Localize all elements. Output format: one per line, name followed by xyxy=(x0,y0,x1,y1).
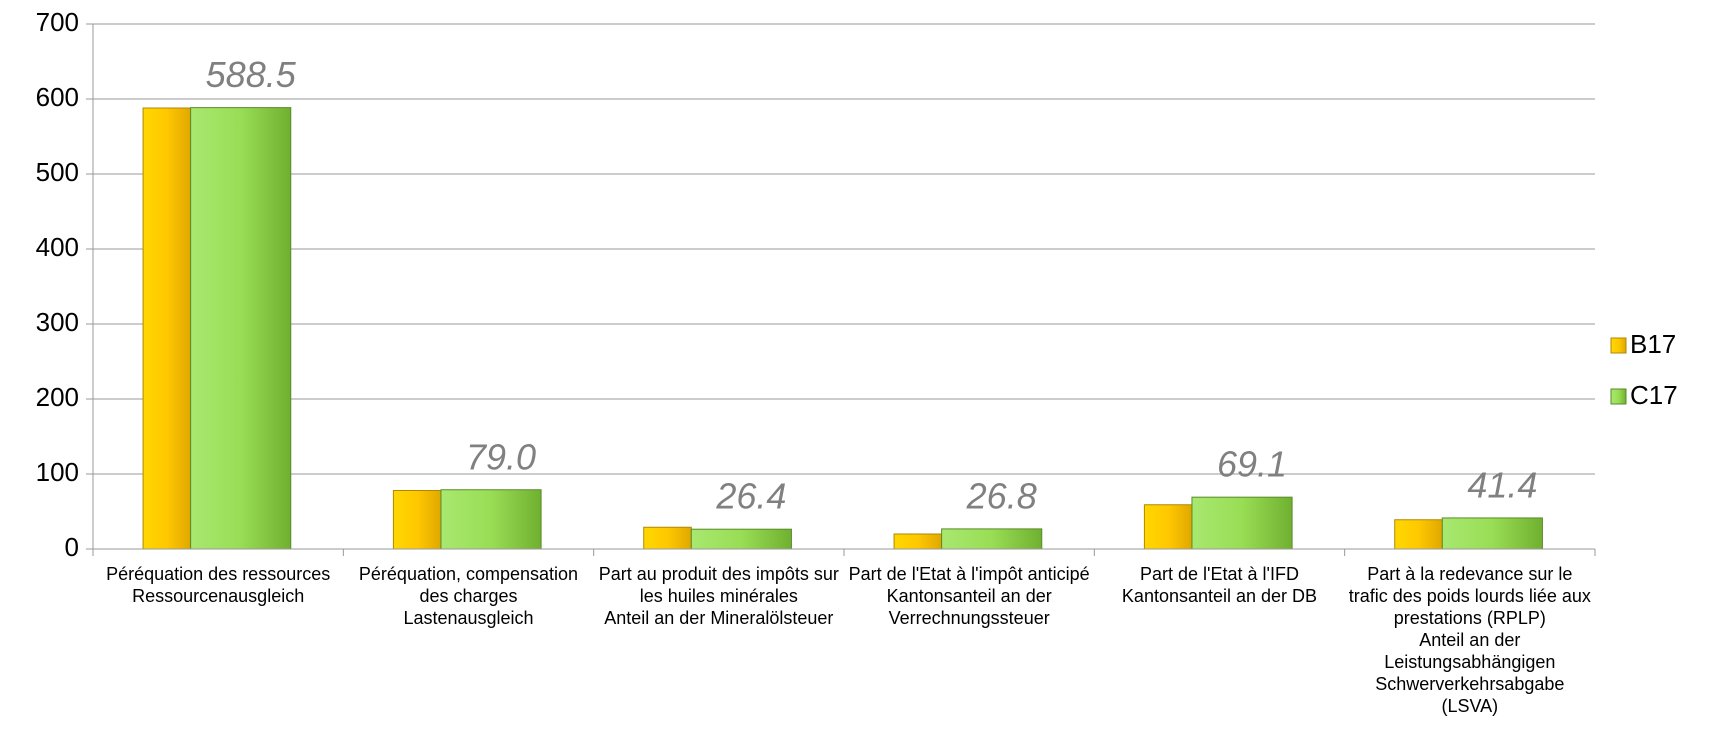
legend-swatch xyxy=(1610,337,1627,354)
bar xyxy=(1441,517,1543,550)
data-label: 41.4 xyxy=(1467,464,1537,505)
y-tick-label: 0 xyxy=(65,532,79,562)
legend-label: B17 xyxy=(1630,329,1676,359)
bar xyxy=(643,526,692,550)
bar xyxy=(440,489,542,550)
data-label: 26.4 xyxy=(715,476,786,517)
y-tick-label: 500 xyxy=(36,157,79,187)
y-tick-label: 600 xyxy=(36,82,79,112)
data-label: 26.8 xyxy=(966,475,1037,516)
bar xyxy=(142,107,192,550)
data-label: 69.1 xyxy=(1217,444,1287,485)
x-tick-label: Part de l'Etat à l'IFD Kantonsanteil an … xyxy=(1121,564,1318,606)
x-tick-label: Péréquation, compensation des charges La… xyxy=(358,564,579,628)
bar xyxy=(1143,504,1193,550)
x-tick-label: Part à la redevance sur le trafic des po… xyxy=(1348,564,1591,716)
data-label: 588.5 xyxy=(206,54,297,95)
bar xyxy=(1191,496,1293,550)
bar xyxy=(690,528,792,550)
y-tick-label: 400 xyxy=(36,232,79,262)
data-label: 79.0 xyxy=(466,436,536,477)
y-tick-label: 200 xyxy=(36,382,79,412)
bar xyxy=(941,528,1043,550)
x-tick-label: Part au produit des impôts sur les huile… xyxy=(598,564,839,628)
bar xyxy=(190,107,292,550)
bar xyxy=(893,533,943,550)
legend-swatch xyxy=(1610,388,1627,405)
y-tick-label: 300 xyxy=(36,307,79,337)
bar xyxy=(392,490,442,550)
bar xyxy=(1394,519,1443,550)
x-tick-label: Péréquation des ressources Ressourcenaus… xyxy=(106,564,331,606)
legend-label: C17 xyxy=(1630,380,1678,410)
x-tick-label: Part de l'Etat à l'impôt anticipé Kanton… xyxy=(848,564,1090,628)
y-tick-label: 700 xyxy=(36,7,79,37)
y-tick-label: 100 xyxy=(36,457,79,487)
